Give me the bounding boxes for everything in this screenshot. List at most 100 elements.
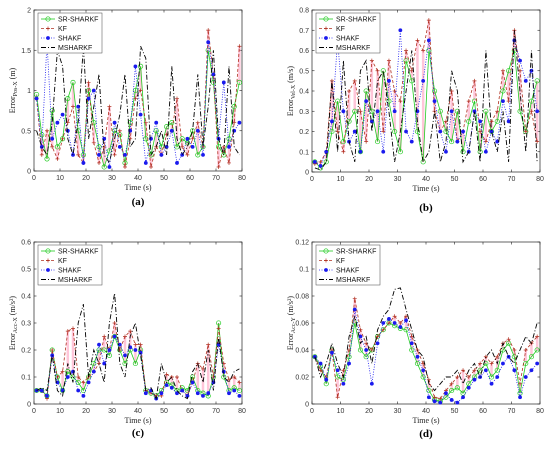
- data-point: [455, 400, 460, 405]
- data-point: [478, 361, 483, 366]
- legend-label: KF: [336, 258, 345, 265]
- data-point: [449, 381, 454, 386]
- data-point: [195, 391, 200, 396]
- y-axis-label-main: Error: [8, 333, 17, 350]
- data-point: [461, 129, 465, 134]
- x-tick-label: 30: [108, 408, 116, 415]
- data-point: [341, 149, 346, 154]
- data-point: [386, 58, 391, 63]
- data-point: [369, 381, 374, 386]
- data-point: [380, 327, 386, 333]
- data-point: [123, 153, 127, 157]
- legend-label: MSHARKF: [58, 45, 92, 52]
- data-point: [454, 385, 460, 391]
- x-tick-label: 20: [365, 176, 373, 183]
- data-point: [415, 354, 420, 359]
- legend: SR-SHARKF KF SHAKF MSHARKF: [37, 244, 103, 286]
- series-line: [36, 293, 240, 401]
- data-point: [312, 354, 318, 360]
- data-point: [54, 144, 60, 150]
- data-point: [138, 112, 143, 117]
- data-point: [523, 78, 528, 83]
- data-point: [232, 388, 237, 393]
- data-point: [324, 377, 329, 382]
- panel-label: (d): [419, 428, 433, 440]
- panel-label: (b): [419, 202, 433, 214]
- y-axis-label-sub: Acc-X: [13, 317, 19, 334]
- data-point: [529, 368, 534, 373]
- y-tick-label: 0.3: [21, 321, 31, 328]
- data-point: [71, 104, 75, 109]
- y-tick-label: 0.4: [299, 89, 309, 96]
- data-point: [133, 342, 138, 347]
- data-point: [216, 326, 221, 331]
- data-point: [143, 391, 148, 396]
- data-point: [426, 38, 431, 43]
- data-point: [472, 78, 477, 83]
- y-tick-label: 0: [305, 170, 309, 177]
- data-point: [190, 136, 195, 141]
- data-point: [420, 374, 426, 380]
- data-point: [195, 120, 200, 125]
- data-point: [364, 139, 369, 144]
- data-point: [76, 152, 81, 157]
- data-point: [438, 396, 443, 401]
- data-point: [86, 87, 92, 94]
- data-point: [221, 80, 226, 85]
- data-point: [185, 394, 190, 398]
- data-point: [506, 337, 511, 342]
- y-tick-label: 0.08: [295, 294, 309, 301]
- data-point: [375, 341, 380, 346]
- y-axis-label-unit: (m/s²): [286, 296, 295, 316]
- data-point: [403, 58, 409, 64]
- data-point: [335, 98, 341, 104]
- data-point: [398, 321, 403, 325]
- data-point: [489, 119, 494, 124]
- y-tick-label: 1.5: [21, 48, 31, 55]
- data-point: [341, 368, 346, 373]
- y-tick-label: 0.5: [21, 128, 31, 135]
- data-point: [426, 18, 431, 23]
- x-tick-label: 40: [134, 175, 142, 182]
- y-tick-label: 0.1: [21, 375, 31, 382]
- data-point: [455, 139, 460, 144]
- data-point: [374, 333, 381, 340]
- y-axis-label: ErrorVel-X(m/s): [286, 66, 297, 116]
- x-tick-label: 50: [451, 176, 459, 183]
- data-point: [431, 88, 438, 94]
- data-point: [369, 58, 374, 63]
- data-point: [523, 348, 528, 352]
- data-point: [201, 366, 205, 371]
- data-point: [455, 375, 460, 379]
- data-point: [60, 369, 65, 374]
- data-point: [76, 388, 81, 393]
- data-point: [185, 136, 190, 141]
- data-point: [495, 375, 500, 379]
- legend-label: SR-SHARKF: [58, 17, 98, 24]
- data-point: [483, 139, 488, 144]
- data-point: [404, 129, 408, 134]
- series-line: [36, 322, 240, 400]
- data-point: [335, 368, 340, 373]
- data-point: [478, 119, 483, 124]
- data-point: [132, 360, 138, 367]
- legend-marker: [45, 248, 51, 254]
- data-point: [179, 136, 185, 142]
- data-point: [236, 387, 242, 394]
- data-point: [495, 354, 500, 359]
- data-point: [232, 375, 237, 379]
- legend-box: [37, 12, 103, 54]
- x-axis-label: Time (s): [124, 416, 151, 425]
- data-point: [117, 144, 122, 149]
- data-point: [153, 128, 159, 134]
- data-point: [381, 321, 386, 325]
- data-point: [143, 120, 148, 125]
- x-tick-label: 50: [160, 175, 168, 182]
- data-point: [375, 334, 380, 339]
- data-point: [65, 96, 71, 102]
- data-point: [387, 78, 391, 83]
- x-tick-label: 50: [451, 408, 459, 415]
- x-tick-label: 70: [212, 175, 220, 182]
- y-tick-label: 1: [27, 88, 31, 95]
- legend-marker: [324, 26, 328, 31]
